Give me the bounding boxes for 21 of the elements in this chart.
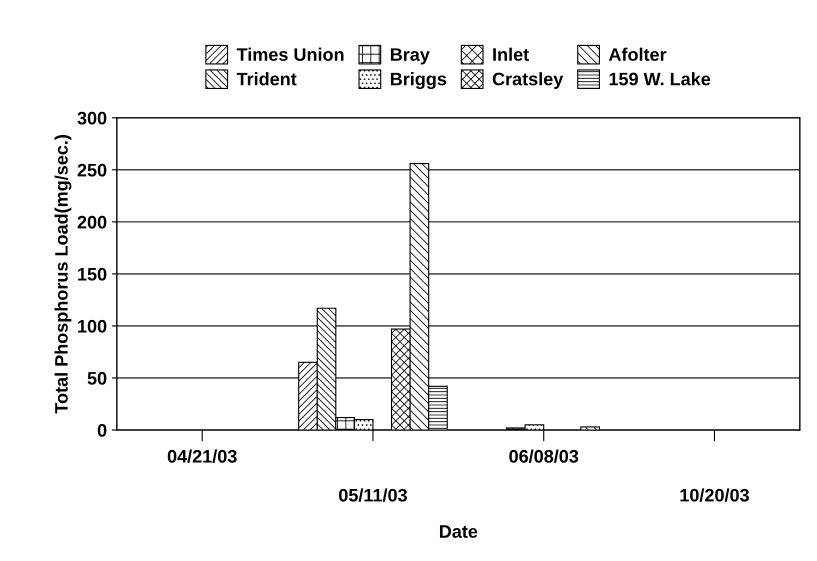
legend-label: Briggs (390, 72, 446, 90)
x-tick-label: 04/21/03 (168, 449, 237, 463)
legend-label: Inlet (493, 48, 529, 61)
x-tick-label: 10/20/03 (680, 488, 749, 502)
y-tick-label: 150 (78, 268, 106, 281)
y-tick-label: 300 (77, 112, 106, 125)
x-axis-title: Date (440, 525, 478, 538)
y-tick-label: 0 (98, 424, 106, 437)
legend-label: 159 W. Lake (610, 72, 710, 86)
legend-label: Afolter (608, 48, 666, 61)
y-tick-label: 200 (78, 216, 106, 229)
x-tick-label: 05/11/03 (339, 488, 407, 502)
legend-label: Cratsley (492, 72, 564, 89)
legend-label: Trident (236, 72, 297, 86)
y-tick-label: 50 (88, 372, 106, 385)
x-tick-label: 06/08/03 (509, 449, 578, 463)
y-tick-label: 100 (78, 320, 106, 333)
legend-label: Bray (390, 48, 430, 64)
y-axis-title: Total Phosphorus Load(mg/sec.) (54, 135, 72, 414)
y-tick-label: 250 (78, 164, 106, 177)
legend-label: Times Union (236, 48, 344, 61)
